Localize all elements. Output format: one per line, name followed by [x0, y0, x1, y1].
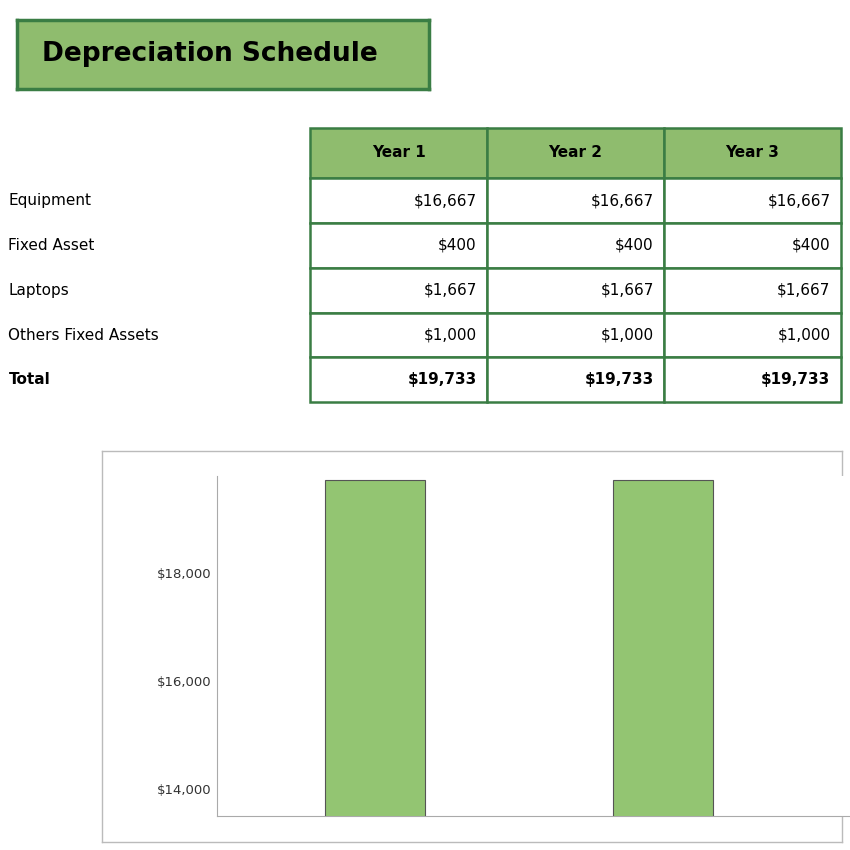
FancyBboxPatch shape: [487, 178, 664, 223]
FancyBboxPatch shape: [664, 178, 841, 223]
Text: Equipment: Equipment: [8, 193, 92, 208]
Text: $1,667: $1,667: [777, 283, 830, 298]
Text: $1,000: $1,000: [423, 327, 477, 343]
Text: $400: $400: [439, 238, 477, 253]
Text: Others Fixed Assets: Others Fixed Assets: [8, 327, 159, 343]
FancyBboxPatch shape: [664, 358, 841, 402]
Bar: [325, 479, 426, 850]
FancyBboxPatch shape: [310, 178, 487, 223]
FancyBboxPatch shape: [487, 358, 664, 402]
FancyBboxPatch shape: [310, 313, 487, 358]
Text: Year 3: Year 3: [725, 145, 779, 161]
Text: Fixed Asset: Fixed Asset: [8, 238, 95, 253]
Text: $16,667: $16,667: [414, 193, 477, 208]
Text: $1,000: $1,000: [777, 327, 830, 343]
Text: $16,667: $16,667: [768, 193, 830, 208]
FancyBboxPatch shape: [487, 128, 664, 178]
FancyBboxPatch shape: [664, 128, 841, 178]
Text: Total: Total: [8, 372, 50, 388]
FancyBboxPatch shape: [310, 223, 487, 268]
FancyBboxPatch shape: [310, 358, 487, 402]
FancyBboxPatch shape: [664, 268, 841, 313]
Text: Year 2: Year 2: [548, 145, 603, 161]
FancyBboxPatch shape: [664, 313, 841, 358]
Text: $1,667: $1,667: [600, 283, 654, 298]
Text: Year 1: Year 1: [371, 145, 426, 161]
FancyBboxPatch shape: [487, 313, 664, 358]
FancyBboxPatch shape: [310, 268, 487, 313]
Text: $19,733: $19,733: [408, 372, 477, 388]
Text: $19,733: $19,733: [585, 372, 654, 388]
Text: $19,733: $19,733: [762, 372, 830, 388]
Bar: [613, 479, 713, 850]
Text: $400: $400: [792, 238, 830, 253]
Text: $400: $400: [615, 238, 654, 253]
FancyBboxPatch shape: [310, 128, 487, 178]
Text: $16,667: $16,667: [591, 193, 654, 208]
FancyBboxPatch shape: [487, 223, 664, 268]
FancyBboxPatch shape: [664, 223, 841, 268]
Text: Laptops: Laptops: [8, 283, 69, 298]
Text: Depreciation Schedule: Depreciation Schedule: [42, 42, 377, 67]
Text: $1,000: $1,000: [600, 327, 654, 343]
Text: $1,667: $1,667: [423, 283, 477, 298]
FancyBboxPatch shape: [487, 268, 664, 313]
